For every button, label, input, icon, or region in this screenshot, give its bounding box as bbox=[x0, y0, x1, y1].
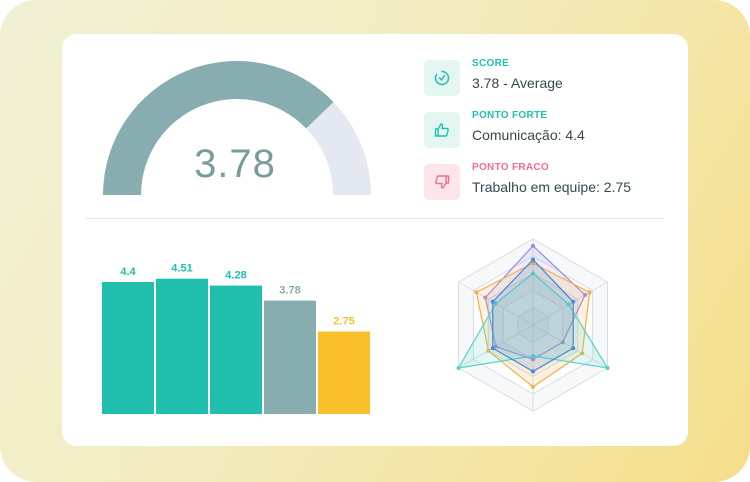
bar-3 bbox=[264, 300, 316, 414]
radar-point-0-1 bbox=[583, 292, 588, 297]
bar-value-label-3: 3.78 bbox=[279, 285, 300, 297]
radar-chart bbox=[456, 238, 610, 412]
radar-point-0-3 bbox=[531, 357, 535, 362]
stat-score-value: 3.78 - Average bbox=[472, 75, 563, 91]
radar-point-2-0 bbox=[531, 271, 535, 276]
thumbs-up-icon bbox=[434, 123, 449, 137]
radar-spoke-2 bbox=[532, 324, 608, 369]
bar-0 bbox=[102, 282, 154, 414]
radar-point-1-3 bbox=[531, 384, 535, 389]
section-divider bbox=[86, 218, 664, 219]
radar-point-0-0 bbox=[531, 243, 535, 248]
stat-weakness-value: Trabalho em equipe: 2.75 bbox=[472, 179, 632, 195]
radar-point-2-1 bbox=[566, 302, 571, 307]
radar-point-2-3 bbox=[531, 354, 535, 358]
radar-point-2-5 bbox=[493, 301, 498, 306]
radar-point-3-0 bbox=[531, 257, 535, 262]
radar-point-2-4 bbox=[456, 366, 461, 370]
radar-point-3-3 bbox=[531, 369, 535, 374]
gauge-icon bbox=[434, 70, 450, 86]
radar-point-1-1 bbox=[587, 290, 592, 295]
stat-weakness-label: PONTO FRACO bbox=[472, 162, 550, 173]
stat-score: SCORE 3.78 - Average bbox=[424, 58, 664, 98]
thumbs-down-icon bbox=[435, 175, 450, 189]
stat-score-label: SCORE bbox=[472, 58, 510, 69]
radar-point-1-5 bbox=[474, 290, 479, 295]
gauge-value: 3.78 bbox=[194, 142, 276, 186]
bar-4 bbox=[318, 331, 370, 414]
stat-strength-label: PONTO FORTE bbox=[472, 110, 548, 121]
radar-point-3-1 bbox=[571, 299, 576, 304]
bar-2 bbox=[210, 285, 262, 414]
stat-strength-value: Comunicação: 4.4 bbox=[472, 127, 585, 143]
stat-weakness: PONTO FRACO Trabalho em equipe: 2.75 bbox=[424, 162, 664, 202]
stat-strength-icon-box bbox=[424, 112, 460, 148]
radar-point-2-2 bbox=[605, 366, 610, 370]
dashboard-card: 3.78 SCORE 3.78 - Average PONTO FORTE Co… bbox=[62, 34, 688, 446]
bar-value-label-0: 4.4 bbox=[120, 266, 136, 278]
radar-point-3-2 bbox=[571, 346, 576, 351]
bar-value-label-2: 4.28 bbox=[225, 270, 246, 282]
radar-point-0-2 bbox=[560, 340, 565, 345]
bar-value-label-4: 2.75 bbox=[333, 316, 354, 328]
stat-strength: PONTO FORTE Comunicação: 4.4 bbox=[424, 110, 664, 150]
bar-chart: 4.4 4.51 4.28 3.78 2.75 bbox=[102, 263, 370, 414]
stat-score-icon-box bbox=[424, 60, 460, 96]
stat-weakness-icon-box bbox=[424, 164, 460, 200]
radar-point-1-4 bbox=[486, 348, 491, 353]
score-gauge bbox=[103, 61, 371, 195]
radar-point-3-4 bbox=[490, 346, 495, 351]
radar-point-3-5 bbox=[490, 299, 495, 304]
gauge-fill bbox=[103, 61, 334, 195]
radar-point-1-2 bbox=[580, 351, 585, 356]
bar-1 bbox=[156, 278, 208, 414]
radar-point-0-4 bbox=[493, 344, 498, 349]
radar-point-1-0 bbox=[531, 261, 535, 266]
radar-point-0-5 bbox=[483, 295, 488, 300]
bar-value-label-1: 4.51 bbox=[171, 263, 192, 275]
